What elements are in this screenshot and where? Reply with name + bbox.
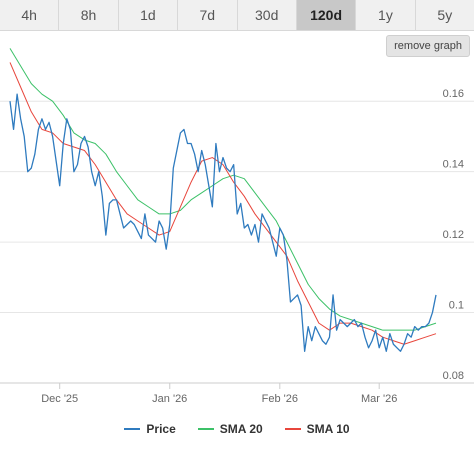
tab-8h[interactable]: 8h bbox=[59, 0, 119, 30]
y-tick-label: 0.08 bbox=[443, 370, 464, 382]
legend-label-sma10: SMA 10 bbox=[306, 422, 350, 436]
remove-graph-button[interactable]: remove graph bbox=[386, 35, 470, 57]
tab-4h[interactable]: 4h bbox=[0, 0, 60, 30]
legend-swatch-sma20 bbox=[197, 428, 214, 430]
x-tick-label: Mar '26 bbox=[361, 393, 397, 405]
tab-7d[interactable]: 7d bbox=[178, 0, 238, 30]
tab-120d[interactable]: 120d bbox=[296, 0, 357, 30]
tab-30d[interactable]: 30d bbox=[238, 0, 297, 30]
price-line bbox=[9, 93, 437, 352]
legend-label-sma20: SMA 20 bbox=[219, 422, 263, 436]
y-axis-labels: 0.08 0.1 0.12 0.14 0.16 bbox=[443, 88, 464, 382]
sma10-line bbox=[9, 62, 437, 345]
tab-1d[interactable]: 1d bbox=[119, 0, 179, 30]
y-tick-label: 0.16 bbox=[443, 88, 464, 100]
legend-swatch-sma10 bbox=[284, 428, 301, 430]
timeframe-tabs: 4h 8h 1d 7d 30d 120d 1y 5y bbox=[0, 0, 474, 31]
x-tick-label: Jan '26 bbox=[152, 393, 187, 405]
legend-swatch-price bbox=[124, 428, 141, 430]
series-lines bbox=[9, 48, 437, 352]
chart-legend: Price SMA 20 SMA 10 bbox=[0, 418, 474, 440]
grid-lines bbox=[0, 100, 474, 384]
x-tick-label: Feb '26 bbox=[262, 393, 298, 405]
legend-item-price[interactable]: Price bbox=[124, 422, 176, 436]
legend-item-sma10[interactable]: SMA 10 bbox=[284, 422, 350, 436]
legend-label-price: Price bbox=[146, 422, 176, 436]
y-tick-label: 0.12 bbox=[443, 229, 464, 241]
x-axis-labels: Dec '25 Jan '26 Feb '26 Mar '26 bbox=[41, 383, 397, 405]
y-tick-label: 0.1 bbox=[449, 300, 464, 312]
tab-5y[interactable]: 5y bbox=[437, 7, 453, 23]
sma20-line bbox=[9, 48, 437, 331]
legend-item-sma20[interactable]: SMA 20 bbox=[197, 422, 263, 436]
tab-1y[interactable]: 1y bbox=[356, 0, 416, 30]
y-tick-label: 0.14 bbox=[443, 159, 464, 171]
x-tick-label: Dec '25 bbox=[41, 393, 78, 405]
